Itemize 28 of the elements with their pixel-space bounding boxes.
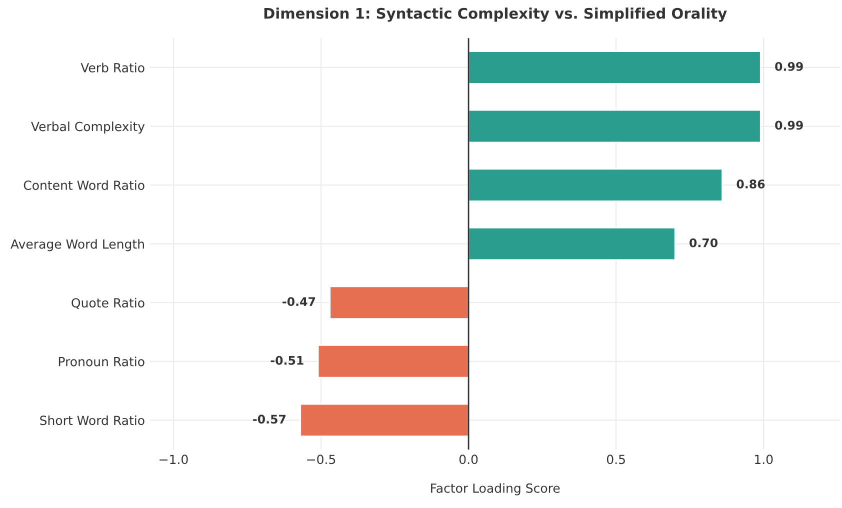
x-tick-label: −1.0 [160,454,188,464]
data-label: -0.51 [270,356,304,365]
data-label: -0.57 [253,414,286,424]
chart-title: Dimension 1: Syntactic Complexity vs. Simplified Orality [264,8,727,22]
bar [468,168,723,202]
bar [329,286,470,320]
y-tick-label: Pronoun Ratio [58,356,144,366]
bar [468,50,762,84]
y-tick-label: Verbal Complexity [31,122,145,134]
data-label: 0.99 [775,62,803,71]
x-tick-label: 0.0 [459,454,478,464]
x-tick-label: 1.0 [755,454,773,464]
x-axis-title: Factor Loading Score [431,483,560,496]
y-tick-label: Quote Ratio [72,298,144,309]
data-label: 0.99 [775,120,803,130]
bar [468,226,676,261]
x-tick-label: 0.5 [606,454,625,464]
data-label: -0.47 [282,297,316,306]
y-tick-label: Short Word Ratio [40,415,144,426]
y-tick-label: Average Word Length [10,239,144,252]
bar [317,344,470,378]
x-tick-label: −0.5 [307,454,336,464]
y-tick-label: Verb Ratio [80,62,144,72]
bar [300,403,470,438]
data-label: 0.70 [690,238,718,248]
data-label: 0.86 [736,180,765,188]
y-tick-label: Content Word Ratio [24,180,144,190]
bar [468,109,762,144]
